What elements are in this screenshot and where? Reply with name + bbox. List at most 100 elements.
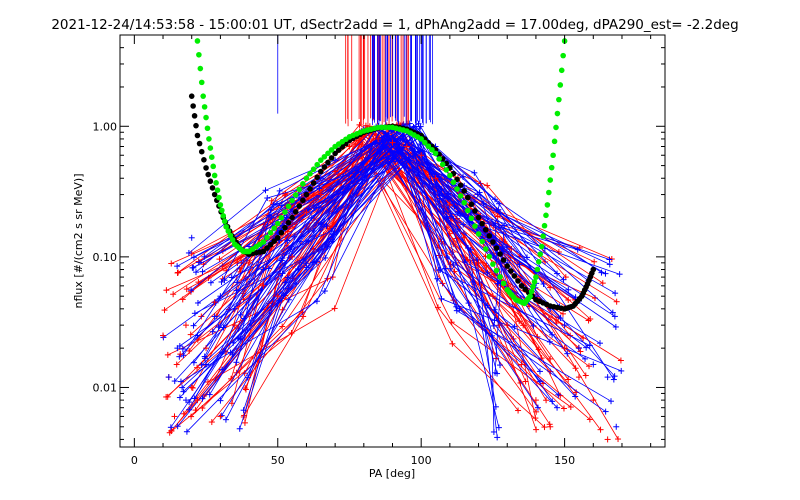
fit-point — [464, 194, 471, 201]
fit-point — [439, 161, 446, 168]
fit-point — [317, 157, 324, 163]
fit-point — [307, 170, 313, 177]
fit-point — [204, 125, 211, 132]
fit-point — [486, 233, 493, 239]
fit-point — [590, 266, 597, 273]
fit-point — [544, 202, 551, 208]
fit-point — [534, 266, 541, 273]
fit-point — [300, 181, 306, 187]
fit-point — [515, 278, 521, 284]
fit-point — [201, 104, 208, 110]
fit-point — [300, 197, 306, 204]
axes-layer: 0 50 100 150 0.01 0.10 1.00 — [93, 34, 665, 467]
fit-point — [214, 187, 221, 193]
x-axis-label: PA [deg] — [369, 467, 415, 480]
fit-point — [296, 186, 303, 193]
fit-point — [540, 233, 546, 239]
fit-point — [303, 175, 310, 182]
fit-point — [260, 248, 267, 255]
fit-point — [285, 219, 292, 226]
fit-point — [201, 157, 207, 163]
chart-title: 2021-12-24/14:53:58 - 15:00:01 UT, dSect… — [51, 17, 738, 33]
fit-point — [271, 238, 277, 245]
fit-point — [551, 138, 558, 145]
fit-point — [303, 191, 310, 198]
fit-point — [310, 166, 317, 173]
fit-point — [332, 150, 338, 157]
y-axis-label: nflux [#/(cm2 s sr MeV)] — [72, 174, 85, 309]
fit-point — [450, 179, 457, 186]
fit-point — [560, 52, 566, 59]
fit-point — [543, 212, 549, 219]
fit-point — [260, 239, 267, 245]
fit-point — [221, 218, 228, 225]
fit-point — [325, 150, 331, 157]
spectrum-line — [221, 126, 520, 416]
fit-point — [527, 293, 533, 299]
fit-point — [219, 207, 225, 214]
fit-point — [307, 186, 313, 192]
fit-point — [296, 203, 303, 209]
fit-point — [292, 192, 299, 198]
fit-point — [292, 209, 299, 215]
fit-point — [198, 79, 205, 86]
fit-point — [550, 152, 556, 159]
fit-point — [210, 163, 217, 170]
fit-point — [508, 268, 514, 274]
fit-point — [553, 124, 559, 131]
fit-point — [482, 246, 489, 252]
fit-point — [418, 136, 424, 142]
fit-point — [264, 245, 270, 251]
fit-point — [432, 150, 439, 157]
fit-point — [522, 286, 528, 293]
fit-point — [278, 214, 285, 221]
fit-point — [429, 146, 435, 153]
fit-point — [194, 38, 201, 44]
fit-point — [211, 191, 218, 198]
fit-point — [198, 148, 205, 155]
fit-point — [325, 159, 331, 166]
fit-point — [317, 168, 324, 175]
fit-point — [479, 220, 485, 227]
fit-point — [436, 156, 442, 162]
fit-point — [541, 222, 548, 229]
fit-point — [497, 251, 503, 257]
fit-point — [475, 214, 482, 221]
fit-point — [282, 209, 288, 215]
fit-point — [530, 283, 536, 290]
fit-point — [547, 177, 554, 183]
fit-point — [504, 263, 511, 269]
fit-point — [203, 165, 209, 171]
fit-point — [289, 197, 295, 204]
fit-point — [196, 51, 202, 58]
fit-point — [278, 229, 285, 236]
fit-point — [285, 203, 292, 210]
fit-point — [274, 220, 281, 227]
fit-point — [321, 153, 328, 160]
fit-point — [493, 267, 500, 274]
fit-point — [271, 225, 277, 231]
fit-point — [190, 103, 196, 109]
fit-point — [328, 155, 335, 161]
fit-point — [472, 223, 478, 229]
fit-point — [511, 273, 518, 279]
fit-point — [490, 239, 496, 245]
fit-point — [229, 237, 236, 243]
fit-point — [443, 167, 450, 173]
fit-point — [200, 93, 206, 99]
x-tick-label: 150 — [554, 454, 575, 467]
fit-point — [490, 261, 496, 267]
y-tick-label: 0.01 — [93, 381, 118, 394]
fit-point — [531, 279, 538, 285]
x-tick-label: 100 — [411, 454, 432, 467]
fit-point — [211, 172, 218, 179]
data-layer — [160, 35, 625, 443]
fit-point — [274, 234, 281, 241]
fit-point — [479, 238, 485, 245]
fit-point — [207, 178, 214, 185]
fit-point — [421, 139, 428, 146]
fit-point — [475, 231, 482, 237]
fit-point — [425, 143, 432, 149]
fit-point — [335, 147, 342, 153]
fit-point — [205, 171, 212, 178]
